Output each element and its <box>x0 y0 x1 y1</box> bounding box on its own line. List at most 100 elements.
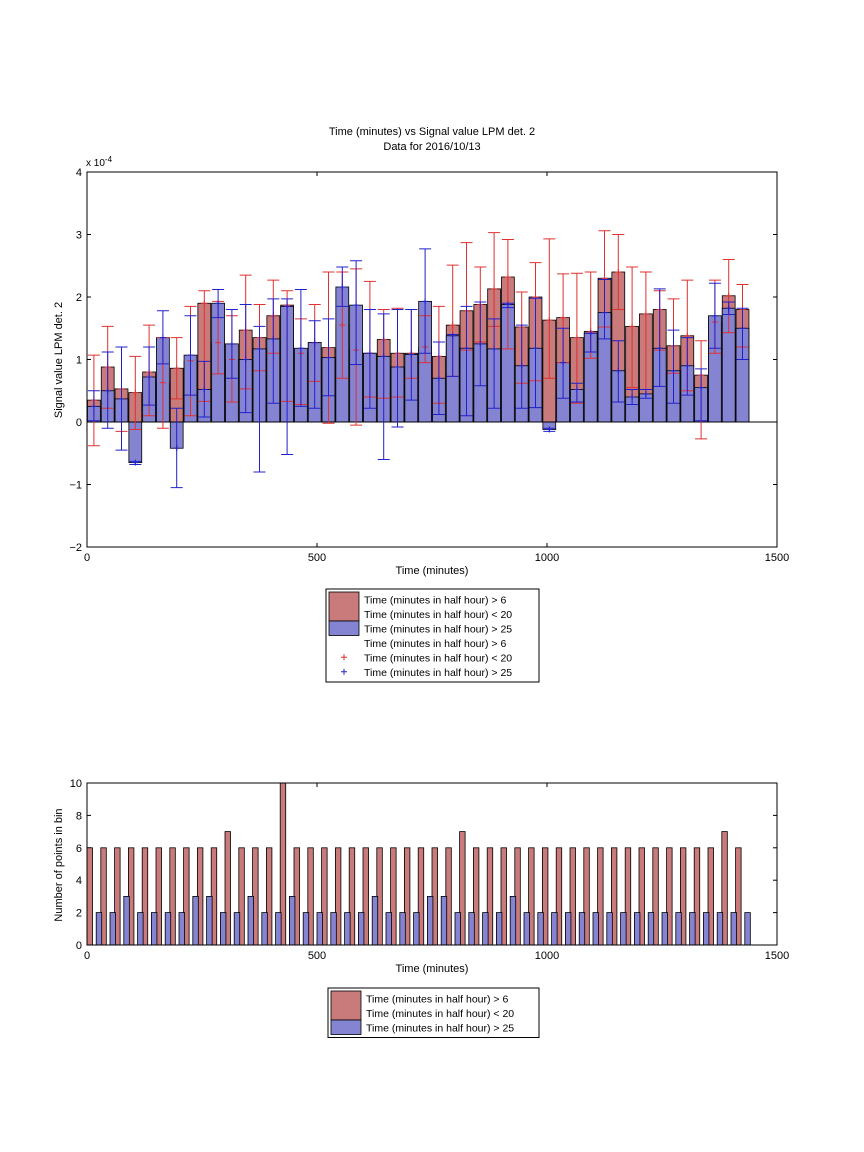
chart1-legend-marker-red-plus <box>341 654 347 661</box>
chart2-legend-label: Time (minutes in half hour) > 25 <box>366 1023 514 1035</box>
chart2-bar-blue <box>413 912 420 946</box>
chart2-legend-box <box>327 987 540 1038</box>
chart2-bar-blue <box>468 912 475 946</box>
chart2-legend-label: Time (minutes in half hour) < 20 <box>366 1008 514 1020</box>
chart2-bar-blue <box>288 896 296 946</box>
chart2-bar-blue <box>578 912 586 946</box>
chart1-marker-blue <box>422 298 429 305</box>
chart2-bar-red <box>86 847 93 946</box>
chart2-bar-blue <box>399 912 406 946</box>
chart2-bar-blue <box>647 912 655 946</box>
chart1-marker-blue <box>242 356 249 363</box>
chart1-legend: Time (minutes in half hour) > 6 Time (min… <box>325 588 540 683</box>
chart1-marker-blue <box>215 300 222 307</box>
chart1-marker-blue <box>532 345 539 352</box>
chart2-bar-blue <box>730 912 737 946</box>
chart2-bar-blue <box>247 896 254 946</box>
chart2-ytick-label: 2 <box>76 908 82 920</box>
chart2-bar-blue <box>192 896 199 946</box>
chart1-marker-red <box>173 365 180 372</box>
chart2-ytick-label: 10 <box>70 778 82 790</box>
chart2-bar-blue <box>703 912 710 946</box>
chart1-marker-blue <box>187 352 194 359</box>
chart1-legend-label: Time (minutes in half hour) > 25 <box>364 624 512 636</box>
chart2-bar-blue <box>206 896 213 946</box>
chart2-bar-blue <box>150 912 158 946</box>
chart1-marker-blue <box>132 459 139 466</box>
chart1-marker-red <box>504 274 511 280</box>
chart2-legend-swatch-blue-bar <box>330 1019 362 1035</box>
chart1-legend-label: Time (minutes in half hour) < 20 <box>364 653 512 665</box>
chart1-marker-blue <box>656 345 663 352</box>
chart1-marker-blue <box>573 386 580 393</box>
chart2-bar-blue <box>330 912 337 946</box>
chart2-ytick-label: 4 <box>76 875 82 887</box>
chart2-xtick-label: 1000 <box>535 950 559 962</box>
chart1-marker-blue <box>146 374 153 380</box>
chart1-marker-blue <box>711 312 718 319</box>
chart1-marker-blue <box>339 284 346 290</box>
chart1-marker-red <box>132 389 139 396</box>
chart1-marker-red <box>449 322 456 329</box>
chart1-marker-blue <box>463 345 470 352</box>
chart1-marker-blue <box>408 351 415 358</box>
chart2-bar-blue <box>495 912 503 946</box>
chart2-ylabel: Number of points in bin <box>53 808 65 921</box>
chart2-bar-blue <box>606 912 613 946</box>
chart1-marker-red <box>642 310 649 317</box>
chart2-bar-blue <box>385 912 392 946</box>
chart1-marker-blue <box>698 384 705 391</box>
chart1-marker-red <box>725 292 732 299</box>
chart2-legend-swatch-red-bar <box>330 990 362 1021</box>
chart2-bar-blue <box>592 912 599 946</box>
chart2-bar-blue <box>344 912 351 946</box>
chart2-bar-blue <box>440 896 448 946</box>
chart1-xtick-label: 0 <box>84 552 90 564</box>
chart1-marker-blue <box>504 301 511 308</box>
chart2-legend: Time (minutes in half hour) > 6 Time (min… <box>327 987 540 1038</box>
chart2-bar-blue <box>744 912 751 946</box>
chart1-title: Time (minutes) vs Signal value LPM det. … <box>329 126 535 138</box>
chart1-legend-label: Time (minutes in half hour) > 25 <box>364 667 512 679</box>
chart2-bar-blue <box>123 896 130 946</box>
chart1-marker-blue <box>118 395 125 402</box>
chart1-marker-blue <box>297 345 304 352</box>
chart1-plot-area: 0 500 1000 1500 −2 −1 0 1 2 3 4 <box>69 167 789 564</box>
chart1-marker-blue <box>270 335 277 342</box>
chart2-bar-blue <box>551 912 558 946</box>
chart1-marker-red <box>573 334 580 341</box>
chart2-bar-blue <box>675 912 682 946</box>
chart1-subtitle: Data for 2016/10/13 <box>383 141 480 153</box>
chart2-bar-blue <box>109 912 116 946</box>
chart2-bar-blue <box>302 912 310 946</box>
chart1-legend-swatch-blue-bar <box>328 620 360 636</box>
chart1-marker-red <box>560 314 567 321</box>
chart2-axes-frame <box>86 782 778 946</box>
chart1-marker-blue <box>311 339 318 346</box>
chart1-marker-red <box>201 300 208 307</box>
chart1-marker-blue <box>491 345 498 352</box>
chart2-legend-label: Time (minutes in half hour) > 6 <box>366 994 508 1006</box>
chart2-bar-blue <box>565 912 572 946</box>
chart1-marker-red <box>546 317 553 324</box>
chart1-marker-red <box>615 269 622 275</box>
chart2-bar-blue <box>620 912 627 946</box>
chart1-marker-blue <box>228 340 235 347</box>
chart1-legend-label: Time (minutes in half hour) > 6 <box>364 595 506 607</box>
chart2-bar-blue <box>509 896 517 946</box>
chart1-axes-frame <box>86 171 778 548</box>
chart1-marker-blue <box>725 305 732 312</box>
chart2-ytick-label: 0 <box>76 940 82 952</box>
chart2-bar-blue <box>95 912 103 946</box>
chart1-marker-blue <box>546 426 553 433</box>
chart1-ytick-label: 1 <box>76 355 82 367</box>
chart1-marker-red <box>629 323 636 330</box>
chart1-legend-label: Time (minutes in half hour) > 6 <box>364 638 506 650</box>
chart1-marker-blue <box>739 325 746 332</box>
chart1-marker-blue <box>104 387 111 394</box>
chart2-bar-blue <box>357 912 365 946</box>
chart2-bar-blue <box>178 912 185 946</box>
chart1-marker-red <box>491 285 498 292</box>
chart2-bar-blue <box>233 912 241 946</box>
chart1-marker-blue <box>629 394 636 400</box>
